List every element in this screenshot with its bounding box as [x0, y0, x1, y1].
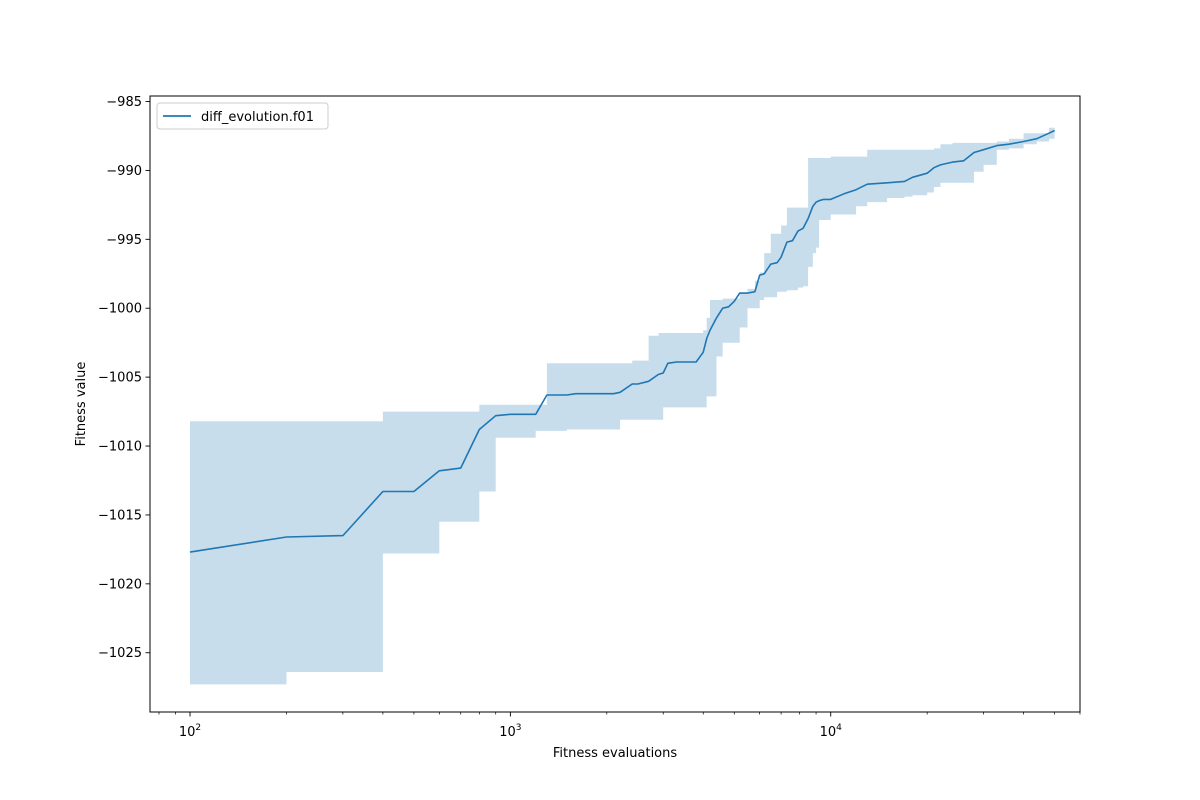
y-tick-label: −990 [106, 164, 142, 179]
series-line-diff-evolution-f01 [189, 129, 1055, 553]
y-axis-label: Fitness value [74, 362, 89, 447]
x-tick-label: 102 [179, 723, 201, 740]
y-tick-label: −1000 [98, 302, 142, 317]
legend-box [156, 102, 329, 130]
y-tick-label: −1005 [98, 371, 142, 386]
x-tick-label: 103 [499, 723, 521, 740]
plot-frame [149, 95, 1081, 713]
legend: diff_evolution.f01 [156, 102, 329, 130]
legend-label: diff_evolution.f01 [201, 110, 314, 125]
y-tick-label: −985 [106, 95, 142, 110]
x-axis: 102 103 104 [158, 712, 1081, 740]
x-tick-label: 104 [820, 723, 843, 740]
y-tick-label: −1015 [98, 508, 142, 523]
x-axis-label: Fitness evaluations [553, 746, 678, 761]
y-tick-label: −1025 [98, 646, 142, 661]
y-tick-label: −1010 [98, 440, 142, 455]
confidence-band-layer [190, 127, 1055, 685]
y-tick-label: −1020 [98, 577, 142, 592]
y-tick-label: −995 [106, 233, 142, 248]
series-line-layer [189, 129, 1055, 553]
y-axis: −985 −990 −995 −1000 −1005 −1010 −1015 −1020 −10… [98, 95, 150, 661]
confidence-band [190, 127, 1055, 685]
